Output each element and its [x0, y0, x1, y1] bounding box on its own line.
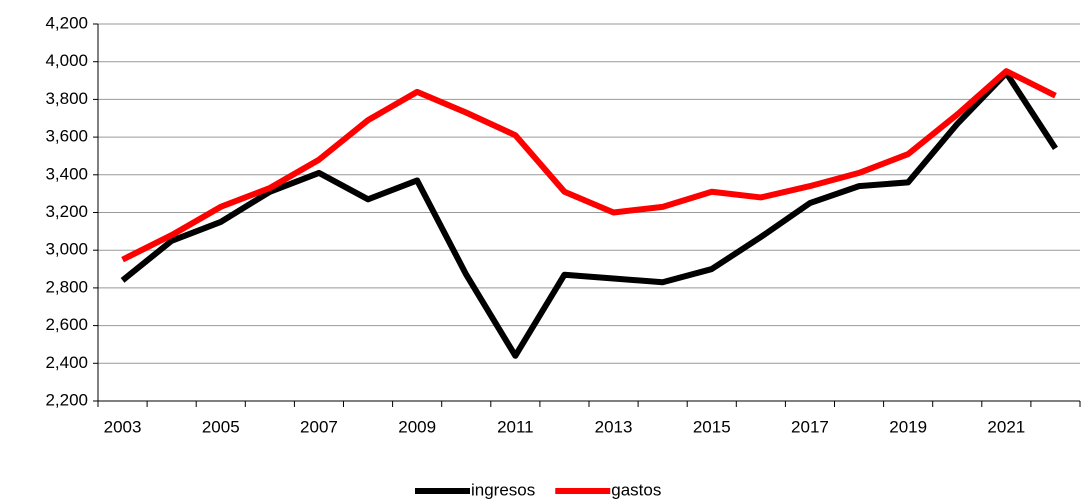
series-line: [121, 68, 1057, 263]
y-tick-label: 4,200: [45, 13, 88, 32]
x-tick-label: 2003: [104, 417, 142, 436]
y-tick-label: 3,600: [45, 127, 88, 146]
x-tick-label: 2005: [202, 417, 240, 436]
y-tick-label: 3,200: [45, 202, 88, 221]
y-tick-label: 2,400: [45, 353, 88, 372]
series-line: [120, 70, 1058, 359]
y-tick-label: 2,800: [45, 277, 88, 296]
x-tick-label: 2011: [497, 417, 534, 436]
legend-label: ingresos: [471, 480, 535, 499]
legend-label: gastos: [611, 480, 661, 499]
y-tick-label: 4,000: [45, 51, 88, 70]
y-tick-label: 2,200: [45, 390, 88, 409]
x-tick-label: 2013: [595, 417, 633, 436]
x-tick-label: 2015: [693, 417, 731, 436]
x-tick-label: 2017: [791, 417, 829, 436]
y-tick-label: 2,600: [45, 315, 88, 334]
x-tick-label: 2007: [300, 417, 338, 436]
x-tick-label: 2019: [889, 417, 927, 436]
x-tick-label: 2021: [987, 417, 1025, 436]
y-tick-label: 3,400: [45, 164, 88, 183]
x-tick-label: 2009: [398, 417, 436, 436]
y-tick-label: 3,000: [45, 240, 88, 259]
y-tick-label: 3,800: [45, 89, 88, 108]
